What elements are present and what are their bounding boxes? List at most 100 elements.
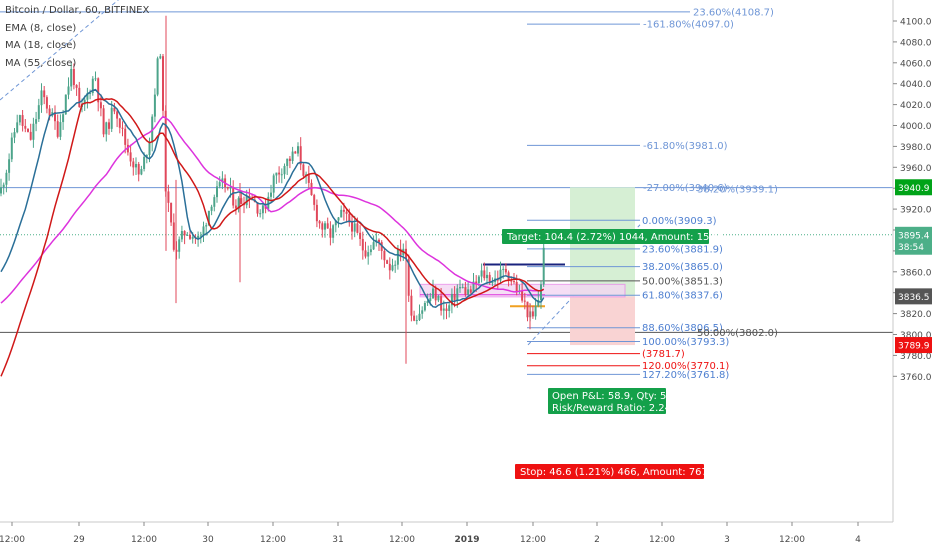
fib-label: 38.20%(3865.0) <box>642 262 723 273</box>
price-tag-label: 3789.9 <box>898 342 930 352</box>
fib-label: 100.00%(3793.3) <box>642 337 729 348</box>
candle-body <box>297 146 299 154</box>
candle-body <box>391 265 394 271</box>
candle-body <box>105 122 108 135</box>
x-tick-label: 12:00 <box>649 535 675 545</box>
candle-body <box>16 122 19 133</box>
candle-body <box>418 313 421 321</box>
ma55-line <box>0 115 545 304</box>
candle-body <box>91 78 94 94</box>
candle-body <box>40 90 43 106</box>
candle-body <box>364 250 367 257</box>
candle-body <box>132 161 135 168</box>
candle-body <box>278 172 281 175</box>
candle-body <box>197 235 200 238</box>
candle-body <box>137 163 140 175</box>
candle-body <box>340 209 343 218</box>
candle-body <box>378 239 380 243</box>
candle-body <box>456 288 459 301</box>
candle-body <box>156 58 159 95</box>
candle-body <box>526 301 529 318</box>
candle-body <box>342 209 345 212</box>
stop-label: Stop: 46.6 (1.21%) 466, Amount: 767 <box>520 467 708 478</box>
candle-body <box>515 281 518 292</box>
candle-body <box>162 56 164 111</box>
candle-body <box>442 308 445 311</box>
candle-body <box>313 195 316 205</box>
candle-body <box>261 205 264 214</box>
candle-body <box>21 115 24 126</box>
candle-body <box>502 268 505 270</box>
candle-body <box>45 97 48 109</box>
fib-label: 120.00%(3770.1) <box>642 361 729 372</box>
candle-body <box>110 107 113 129</box>
fib-label: -161.80%(4097.0) <box>643 20 734 31</box>
candle-body <box>488 274 491 284</box>
indicator-ema-label[interactable]: EMA (8, close) <box>5 22 77 34</box>
candle-body <box>432 288 434 299</box>
indicator-ma55-label[interactable]: MA (55, close) <box>5 57 77 69</box>
candle-body <box>383 250 386 261</box>
price-tag-box <box>895 238 932 255</box>
candle-body <box>367 252 370 257</box>
candle-body <box>75 85 78 88</box>
candle-body <box>186 235 189 237</box>
fib-label: 50.00%(3802.0) <box>697 328 778 339</box>
y-tick-label: 3820.0 <box>900 310 932 320</box>
candle-body <box>210 206 213 211</box>
candle-body <box>291 151 294 161</box>
symbol-label[interactable]: Bitcoin / Dollar, 60, BITFINEX <box>5 5 150 16</box>
target-label: Target: 104.4 (2.72%) 1044, Amount: 1522 <box>506 232 722 243</box>
candle-body <box>27 128 29 132</box>
candle-body <box>5 172 8 185</box>
candle-body <box>226 186 229 189</box>
x-tick-label: 12:00 <box>0 535 25 545</box>
y-tick-label: 4060.0 <box>900 59 932 69</box>
candle-body <box>43 90 46 98</box>
candle-body <box>534 306 537 317</box>
candle-body <box>10 137 13 160</box>
fib-label: 23.60%(4108.7) <box>693 7 774 18</box>
candle-body <box>37 105 40 120</box>
x-tick-label: 4 <box>855 535 861 545</box>
candle-body <box>86 93 89 100</box>
fib-label: -27.00%(3940.6) <box>643 183 728 194</box>
indicator-ma18-label[interactable]: MA (18, close) <box>5 40 77 51</box>
candle-body <box>410 295 413 316</box>
stop-label-group: Stop: 46.6 (1.21%) 466, Amount: 767 <box>515 464 708 479</box>
candle-body <box>78 87 81 107</box>
stop-label-box <box>515 464 704 479</box>
candle-body <box>486 274 488 279</box>
candle-body <box>396 248 399 265</box>
candle-body <box>329 228 332 238</box>
candle-body <box>345 211 348 214</box>
x-tick-label: 12:00 <box>389 535 415 545</box>
price-tag-box <box>895 179 932 196</box>
candle-body <box>167 191 170 203</box>
pl-box <box>548 388 666 414</box>
fib-label: 61.80%(3837.6) <box>642 291 723 302</box>
fib-label: 0.00%(3909.3) <box>642 216 717 227</box>
candle-body <box>286 158 289 166</box>
candle-body <box>72 68 75 86</box>
fib-label: 127.20%(3761.8) <box>642 370 729 381</box>
candle-body <box>118 118 121 128</box>
y-tick-label: 3920.0 <box>900 206 932 216</box>
candle-body <box>232 187 235 206</box>
candle-body <box>537 299 540 307</box>
candle-body <box>275 172 278 176</box>
candle-body <box>334 220 337 226</box>
candle-body <box>221 178 224 183</box>
price-tag-label: 3895.4 <box>898 231 930 241</box>
candle-body <box>213 197 216 207</box>
candle-body <box>429 298 432 301</box>
candle-body <box>326 223 329 229</box>
candle-body <box>413 315 416 321</box>
candle-body <box>332 225 335 238</box>
candle-body <box>62 114 65 123</box>
candle-body <box>280 174 283 176</box>
candle-body <box>523 300 526 302</box>
candle-body <box>521 290 524 301</box>
